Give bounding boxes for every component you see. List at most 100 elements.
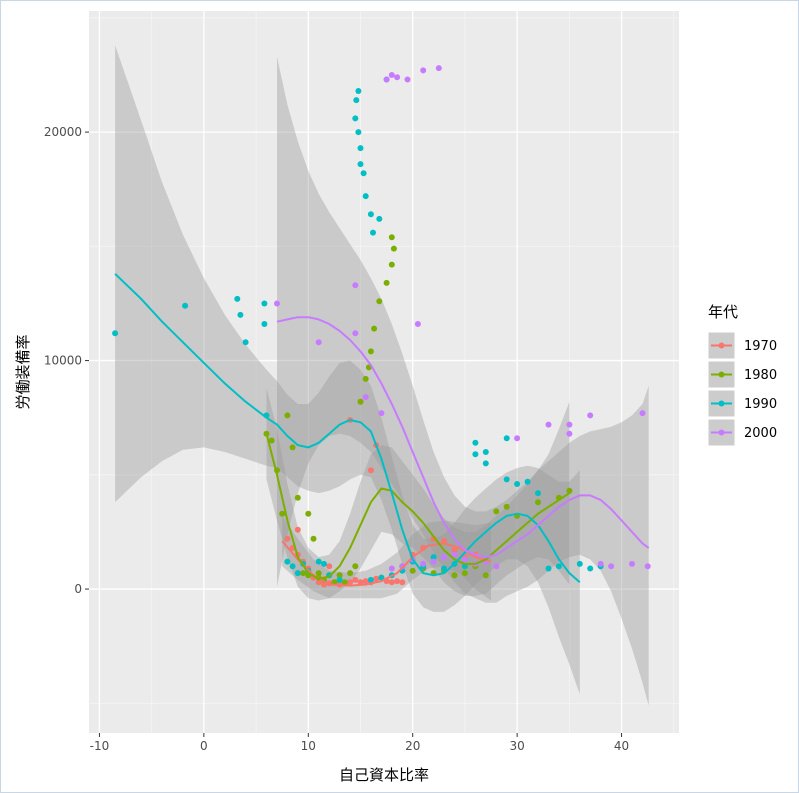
data-point-2000 xyxy=(378,410,385,417)
data-point-1990 xyxy=(367,576,374,583)
data-point-1980 xyxy=(461,570,468,577)
data-point-1990 xyxy=(535,490,541,497)
data-point-2000 xyxy=(388,72,395,78)
legend-label: 1980 xyxy=(744,368,777,383)
data-point-2000 xyxy=(639,410,646,417)
data-point-1990 xyxy=(430,554,437,561)
legend-label: 1990 xyxy=(744,397,777,412)
data-point-1970 xyxy=(362,578,369,585)
data-point-1990 xyxy=(555,563,562,570)
data-point-1990 xyxy=(261,300,268,307)
data-point-1990 xyxy=(353,97,360,104)
data-point-2000 xyxy=(399,563,406,570)
data-point-2000 xyxy=(435,65,442,72)
data-point-1990 xyxy=(370,229,376,236)
data-point-1970 xyxy=(388,579,395,586)
data-point-1990 xyxy=(315,558,322,565)
data-point-2000 xyxy=(514,435,521,442)
data-point-2000 xyxy=(420,67,427,74)
data-point-1990 xyxy=(441,565,447,572)
data-point-1980 xyxy=(310,535,317,542)
data-point-2000 xyxy=(587,412,594,419)
data-point-1970 xyxy=(315,579,322,586)
data-point-2000 xyxy=(420,560,427,567)
data-point-1990 xyxy=(182,302,189,309)
data-point-1980 xyxy=(294,494,301,501)
data-point-2000 xyxy=(352,282,359,289)
data-point-1980 xyxy=(566,487,573,494)
data-point-1990 xyxy=(289,563,296,570)
data-point-1980 xyxy=(371,325,378,332)
data-point-1990 xyxy=(587,565,594,572)
x-tick-label: -10 xyxy=(90,739,110,753)
data-point-2000 xyxy=(461,556,468,563)
data-point-2000 xyxy=(597,560,604,567)
legend-title: 年代 xyxy=(708,303,738,321)
data-point-2000 xyxy=(608,563,615,570)
data-point-2000 xyxy=(414,321,421,327)
data-point-1980 xyxy=(390,245,397,252)
legend-key-dot xyxy=(718,371,725,378)
data-point-1980 xyxy=(503,503,510,510)
data-point-1970 xyxy=(347,579,354,586)
data-point-2000 xyxy=(274,300,280,307)
data-point-1990 xyxy=(576,560,583,567)
data-point-2000 xyxy=(493,563,500,570)
data-point-1980 xyxy=(284,412,291,419)
data-point-1980 xyxy=(336,572,343,579)
data-point-1980 xyxy=(362,375,369,382)
data-point-1990 xyxy=(482,449,489,455)
data-point-2000 xyxy=(451,551,458,558)
data-point-1970 xyxy=(294,526,301,533)
data-point-1980 xyxy=(482,572,489,579)
legend: 年代 1970 1980 1990 2000 xyxy=(707,303,777,447)
data-point-1990 xyxy=(376,215,383,222)
y-tick-label: 10000 xyxy=(44,354,82,368)
legend-key-dot xyxy=(718,342,725,349)
data-point-1990 xyxy=(336,576,343,583)
data-point-1970 xyxy=(367,467,374,474)
x-axis-title: 自己資本比率 xyxy=(339,766,429,784)
data-point-1970 xyxy=(441,538,447,545)
data-point-1980 xyxy=(367,348,374,355)
data-point-1980 xyxy=(493,508,500,515)
data-point-1980 xyxy=(352,563,359,570)
x-tick-label: 0 xyxy=(200,739,208,753)
confidence-band-2000 xyxy=(277,56,649,706)
confidence-band-1990 xyxy=(115,45,580,695)
data-point-1990 xyxy=(284,558,291,565)
data-point-1970 xyxy=(451,547,458,554)
data-point-1990 xyxy=(482,460,489,467)
data-point-1990 xyxy=(112,330,119,337)
data-point-1990 xyxy=(362,193,369,200)
data-point-2000 xyxy=(362,394,369,401)
data-point-2000 xyxy=(394,74,401,81)
data-point-1980 xyxy=(300,570,307,577)
data-point-2000 xyxy=(629,560,635,567)
data-point-2000 xyxy=(545,421,552,428)
data-point-1990 xyxy=(472,439,479,446)
data-point-1990 xyxy=(378,574,385,581)
data-point-2000 xyxy=(352,330,359,337)
data-point-1980 xyxy=(388,261,395,268)
data-point-1990 xyxy=(514,481,521,487)
data-point-1970 xyxy=(326,563,333,570)
data-point-1980 xyxy=(357,398,364,405)
data-point-1970 xyxy=(394,578,401,585)
data-point-1990 xyxy=(524,478,531,485)
data-point-1990 xyxy=(261,321,268,327)
data-point-1970 xyxy=(357,579,364,586)
data-point-2000 xyxy=(315,339,322,346)
x-axis: -10 0 10 20 30 40 xyxy=(90,733,629,753)
data-point-1990 xyxy=(360,170,367,177)
data-point-1980 xyxy=(383,279,390,286)
data-point-1990 xyxy=(234,295,241,302)
legend-key-dot xyxy=(718,429,725,436)
smooth-line-1980 xyxy=(265,433,570,580)
data-point-2000 xyxy=(441,554,447,561)
x-tick-label: 30 xyxy=(510,739,525,753)
data-point-1980 xyxy=(268,437,275,444)
x-tick-label: 20 xyxy=(405,739,420,753)
